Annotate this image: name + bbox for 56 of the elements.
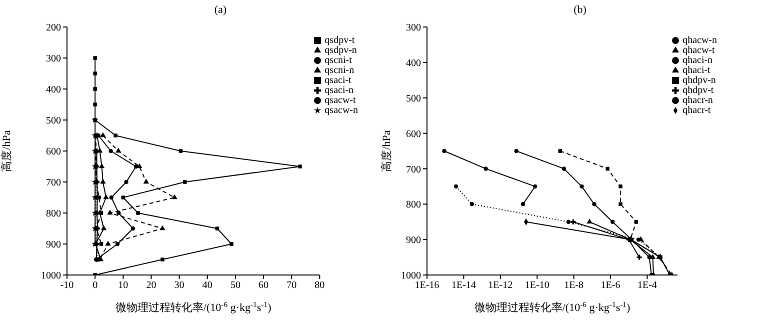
- x-tick-label: 0: [92, 280, 98, 292]
- x-tick-label: 40: [202, 280, 212, 292]
- x-axis-title: 微物理过程转化率/(10$^{-6}$ g·kg$^{-1}$s$^{-1}$): [115, 300, 272, 314]
- legend-label: qhaci-n: [682, 55, 713, 66]
- y-tick-label: 300: [46, 54, 61, 65]
- x-tick-label: 1E-6: [600, 280, 620, 292]
- legend-label: qsaci-t: [324, 75, 352, 86]
- y-tick-label: 200: [46, 22, 61, 34]
- x-tick-label: 1E-4: [637, 280, 657, 292]
- legend-label: qhacr-n: [682, 95, 713, 106]
- y-tick-label: 900: [406, 235, 421, 246]
- y-axis-title: 高度/hPa: [380, 130, 393, 172]
- x-tick-label: 10: [118, 280, 128, 292]
- x-tick-label: 60: [258, 280, 269, 292]
- y-tick-label: 500: [406, 93, 421, 104]
- y-tick-label: 600: [406, 128, 421, 140]
- chart-title: (b): [572, 4, 588, 16]
- y-tick-label: 1000: [41, 270, 61, 282]
- y-tick-label: 900: [46, 240, 61, 251]
- legend-label: qhdpv-t: [682, 85, 714, 96]
- legend-label: qsdpv-t: [324, 35, 355, 46]
- y-tick-label: 600: [46, 146, 61, 158]
- legend-label: qhacw-n: [682, 35, 717, 46]
- legend-label: qsaci-n: [324, 85, 354, 96]
- x-tick-label: 1E-14: [451, 280, 476, 292]
- legend-label: qscni-n: [324, 65, 354, 76]
- legend-label: qhacw-t: [682, 45, 715, 56]
- x-axis-title: 微物理过程转化率/(10$^{-6}$ g·kg$^{-1}$s$^{-1}$): [474, 300, 631, 314]
- y-tick-label: 700: [406, 164, 421, 176]
- x-tick-label: -10: [60, 280, 74, 292]
- x-tick-label: 50: [230, 280, 240, 292]
- y-tick-label: 700: [46, 178, 61, 189]
- y-tick-label: 500: [46, 116, 61, 127]
- y-tick-label: 800: [46, 208, 61, 220]
- y-tick-label: 1000: [401, 270, 421, 282]
- y-tick-label: 800: [406, 200, 421, 211]
- legend-label: qscni-t: [324, 55, 352, 66]
- x-tick-label: 70: [286, 280, 297, 292]
- x-tick-label: 30: [174, 280, 184, 292]
- y-tick-label: 400: [46, 84, 61, 96]
- legend-label: qsacw-n: [324, 105, 358, 116]
- legend-label: qhaci-t: [682, 65, 710, 76]
- chart-title: (a): [213, 4, 228, 16]
- legend-label: qhdpv-n: [682, 75, 716, 86]
- y-tick-label: 400: [406, 58, 421, 69]
- legend-label: qhacr-t: [682, 105, 711, 116]
- x-tick-label: 20: [146, 280, 156, 292]
- x-tick-label: 80: [314, 280, 325, 292]
- x-tick-label: 1E-16: [414, 280, 440, 292]
- y-tick-label: 300: [406, 22, 421, 34]
- x-tick-label: 1E-8: [564, 280, 584, 292]
- legend-label: qsdpv-n: [324, 45, 357, 56]
- legend-label: qsacw-t: [324, 95, 356, 106]
- x-tick-label: 1E-12: [488, 280, 513, 292]
- y-axis-title: 高度/hPa: [0, 130, 13, 172]
- x-tick-label: 1E-10: [524, 280, 550, 292]
